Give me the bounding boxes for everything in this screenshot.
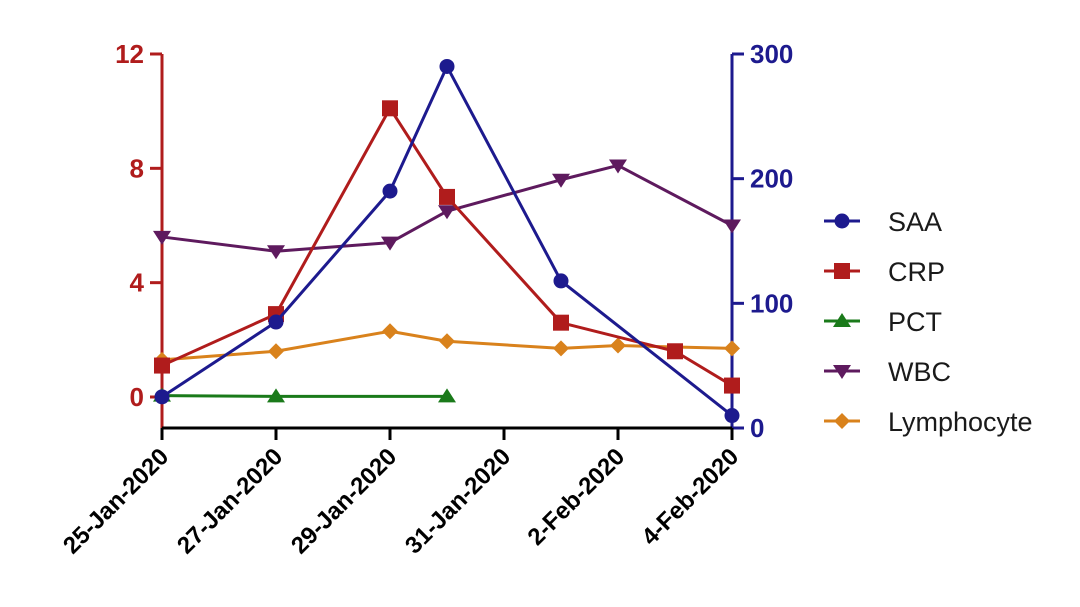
left-axis-tick-label: 0: [130, 382, 144, 412]
series-wbc: [153, 159, 741, 260]
legend-marker: [834, 413, 850, 429]
data-point-crp: [154, 357, 170, 374]
x-axis-tick-label: 2-Feb-2020: [522, 443, 630, 551]
series-crp: [154, 100, 740, 394]
data-point-lymphocyte: [268, 343, 284, 360]
data-point-crp: [382, 100, 398, 117]
data-point-crp: [667, 343, 683, 360]
data-point-lymphocyte: [610, 337, 626, 354]
legend-label: PCT: [888, 307, 942, 337]
legend-label: CRP: [888, 257, 945, 287]
data-point-pct: [267, 388, 285, 403]
axes: 0 4 8 12 0 100 200 300 25-Jan-202027-Jan-202029-…: [58, 39, 793, 559]
data-point-wbc: [552, 173, 570, 188]
data-point-wbc: [723, 219, 741, 234]
data-point-lymphocyte: [439, 333, 455, 350]
data-point-saa: [268, 314, 284, 330]
data-point-lymphocyte: [553, 340, 569, 357]
data-point-saa: [724, 408, 740, 424]
left-axis-tick-label: 12: [115, 39, 144, 69]
right-axis-tick-label: 0: [750, 413, 764, 443]
legend-item-lymphocyte: Lymphocyte: [824, 407, 1033, 437]
data-point-saa: [154, 389, 170, 405]
data-point-wbc: [153, 230, 171, 245]
legend: SAA CRP PCT WBC Lymphocyte: [824, 207, 1033, 437]
legend-item-crp: CRP: [824, 257, 945, 287]
data-point-pct: [438, 388, 456, 403]
x-axis-tick-label: 31-Jan-2020: [400, 443, 516, 559]
left-axis-tick-label: 8: [130, 153, 144, 183]
data-point-lymphocyte: [382, 323, 398, 340]
legend-item-saa: SAA: [824, 207, 942, 237]
legend-label: Lymphocyte: [888, 407, 1033, 437]
right-axis-tick-label: 100: [750, 288, 793, 318]
data-point-crp: [439, 188, 455, 205]
right-axis-tick-label: 300: [750, 39, 793, 69]
data-point-saa: [382, 183, 398, 199]
legend-item-pct: PCT: [824, 307, 942, 337]
data-point-lymphocyte: [724, 340, 740, 357]
series-pct: [153, 387, 456, 403]
legend-item-wbc: WBC: [824, 357, 951, 387]
data-point-crp: [553, 314, 569, 331]
x-axis-tick-label: 4-Feb-2020: [636, 443, 744, 551]
x-axis-tick-label: 25-Jan-2020: [58, 443, 174, 559]
data-point-wbc: [381, 236, 399, 251]
data-point-crp: [724, 377, 740, 394]
legend-label: WBC: [888, 357, 951, 387]
data-point-saa: [553, 273, 569, 289]
x-axis-tick-label: 27-Jan-2020: [172, 443, 288, 559]
series-line-pct: [161, 394, 447, 398]
legend-marker: [834, 263, 850, 279]
series-saa: [154, 58, 740, 424]
data-point-saa: [439, 58, 455, 74]
series-layer: [153, 58, 741, 424]
legend-marker: [833, 365, 851, 379]
legend-marker: [834, 213, 850, 229]
series-line-saa: [161, 64, 733, 417]
data-point-wbc: [438, 205, 456, 220]
right-axis-tick-label: 200: [750, 164, 793, 194]
legend-label: SAA: [888, 207, 942, 237]
data-point-wbc: [267, 245, 285, 260]
legend-marker: [833, 313, 851, 327]
left-axis-tick-label: 4: [130, 268, 145, 298]
data-point-wbc: [609, 159, 627, 174]
x-axis-tick-label: 29-Jan-2020: [286, 443, 402, 559]
